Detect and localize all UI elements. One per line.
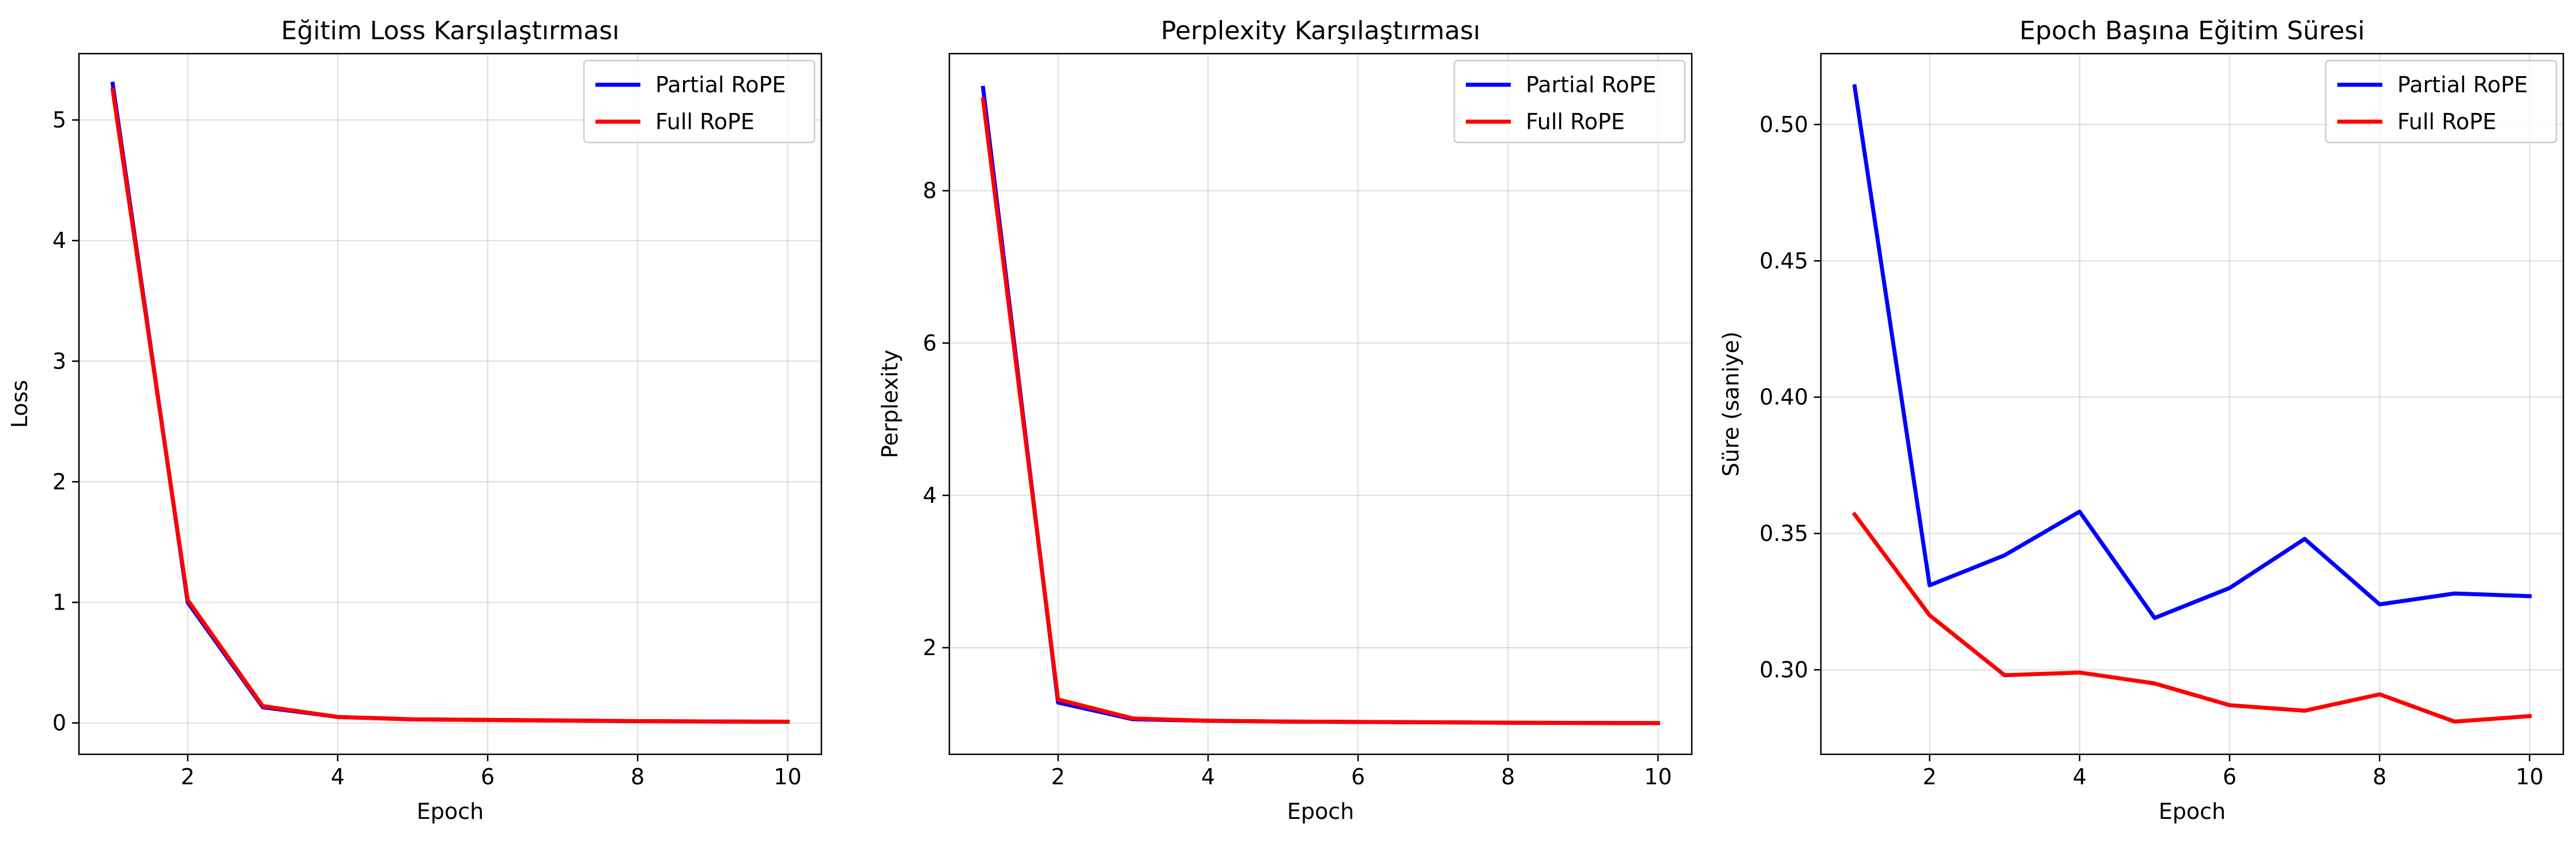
series-line-partial-rope (980, 85, 1661, 725)
x-tick-label: 2 (1051, 764, 1065, 789)
y-tick-label: 0.40 (1759, 385, 1808, 410)
x-tick-label: 8 (631, 764, 644, 789)
x-tick-label: 6 (2223, 764, 2236, 789)
grid (949, 54, 1692, 754)
axes-frame (78, 52, 823, 755)
legend-box (2325, 59, 2558, 144)
legend-box (1453, 59, 1686, 144)
legend-label: Full RoPE (655, 109, 755, 134)
legend: Partial RoPE Full RoPE (583, 59, 816, 144)
series-line-full-rope (110, 87, 790, 724)
y-tick-label: 0 (52, 710, 66, 736)
x-tick-label: 8 (1501, 764, 1515, 789)
legend-label: Full RoPE (2397, 109, 2496, 134)
chart-panel-2: 2 4 6 8 10 2 4 6 8 Perplexity Karşılaştırması Epoc… (877, 16, 1693, 824)
x-tick-label: 8 (2373, 764, 2386, 789)
legend-label: Partial RoPE (655, 72, 786, 97)
grid (1821, 54, 2563, 754)
y-tick-label: 3 (52, 348, 66, 374)
y-tick-label: 5 (52, 107, 66, 133)
legend: Partial RoPE Full RoPE (2325, 59, 2558, 144)
y-tick-label: 4 (52, 228, 66, 253)
x-tick-label: 6 (481, 764, 495, 789)
series-line-partial-rope (1852, 84, 2532, 621)
x-tick-label: 4 (1201, 764, 1215, 789)
x-tick-label: 4 (331, 764, 345, 789)
legend-label: Partial RoPE (1526, 72, 1656, 97)
chart-panel-3: 2 4 6 8 10 0.30 0.35 0.40 0.45 0.50 Epoch Başına E… (1718, 16, 2564, 824)
legend-label: Full RoPE (1526, 109, 1625, 134)
x-tick-label: 10 (2515, 764, 2543, 789)
series-line-partial-rope (110, 81, 790, 724)
chart-panel-1: 2 4 6 8 10 0 1 2 3 4 5 Eğitim Loss Karşılaştırması E… (7, 16, 823, 824)
series-line-full-rope (980, 97, 1661, 725)
axes-frame (948, 52, 1693, 755)
y-axis-label: Perplexity (877, 349, 903, 458)
y-tick-label: 0.35 (1759, 521, 1808, 546)
chart-title: Eğitim Loss Karşılaştırması (281, 16, 620, 46)
chart-title: Epoch Başına Eğitim Süresi (2019, 16, 2364, 46)
grid (79, 54, 821, 754)
axes-frame (1820, 52, 2564, 755)
y-tick-label: 6 (923, 330, 937, 356)
x-tick-label: 10 (774, 764, 801, 789)
x-tick-label: 10 (1644, 764, 1672, 789)
x-axis-label: Epoch (1287, 799, 1354, 824)
y-tick-label: 0.50 (1759, 112, 1808, 137)
legend-box (583, 59, 816, 144)
series-line-full-rope (1851, 512, 2532, 724)
y-tick-label: 8 (923, 178, 937, 204)
legend: Partial RoPE Full RoPE (1453, 59, 1686, 144)
y-axis-label: Süre (saniye) (1718, 332, 1744, 477)
y-tick-label: 2 (52, 469, 66, 494)
y-tick-label: 0.45 (1759, 248, 1808, 273)
x-tick-label: 4 (2073, 764, 2087, 789)
y-tick-label: 1 (52, 590, 66, 615)
y-tick-label: 0.30 (1759, 657, 1808, 682)
x-tick-label: 6 (1351, 764, 1365, 789)
x-axis-label: Epoch (2159, 799, 2226, 824)
chart-title: Perplexity Karşılaştırması (1161, 16, 1480, 46)
legend-label: Partial RoPE (2397, 72, 2528, 97)
x-tick-label: 2 (181, 764, 195, 789)
y-tick-label: 2 (923, 635, 937, 660)
x-tick-label: 2 (1923, 764, 1937, 789)
x-axis-label: Epoch (417, 799, 484, 824)
y-tick-label: 4 (923, 483, 937, 508)
y-axis-label: Loss (7, 380, 32, 428)
